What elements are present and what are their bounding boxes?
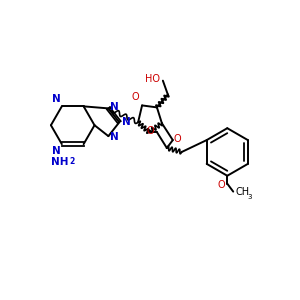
Text: CH: CH: [235, 187, 249, 196]
Text: N: N: [110, 132, 119, 142]
Text: HO: HO: [145, 74, 160, 84]
Text: N: N: [52, 146, 61, 156]
Text: NH: NH: [51, 157, 69, 167]
Text: O: O: [218, 180, 225, 190]
Text: 2: 2: [70, 157, 75, 166]
Text: 3: 3: [247, 194, 252, 200]
Text: N: N: [52, 94, 61, 104]
Text: O: O: [146, 126, 154, 136]
Text: O: O: [131, 92, 139, 102]
Text: O: O: [174, 134, 182, 144]
Text: N: N: [110, 102, 119, 112]
Text: N: N: [122, 117, 131, 127]
